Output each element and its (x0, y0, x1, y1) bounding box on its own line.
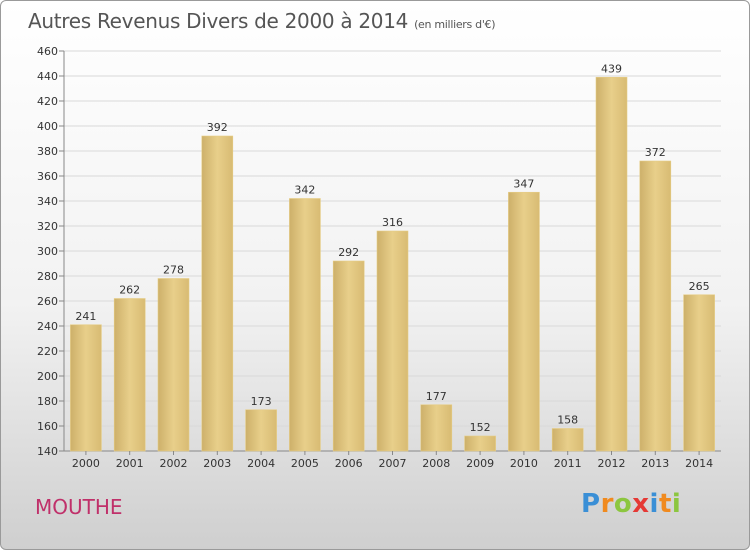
y-tick-label: 160 (37, 420, 58, 433)
x-tick-label: 2006 (335, 457, 363, 470)
y-tick-label: 180 (37, 395, 58, 408)
logo-letter: i (649, 489, 659, 519)
y-tick-label: 440 (37, 70, 58, 83)
data-label: 392 (207, 121, 228, 134)
bar (595, 76, 628, 452)
bar (332, 260, 365, 452)
y-tick-label: 380 (37, 145, 58, 158)
x-tick-label: 2000 (72, 457, 100, 470)
bar (420, 404, 453, 452)
location-label: MOUTHE (35, 495, 123, 519)
chart-title: Autres Revenus Divers de 2000 à 2014 (en … (28, 9, 496, 33)
x-tick-label: 2003 (203, 457, 231, 470)
x-tick-label: 2013 (641, 457, 669, 470)
title-text: Autres Revenus Divers de 2000 à 2014 (28, 9, 409, 33)
y-tick-label: 340 (37, 195, 58, 208)
data-label: 439 (601, 62, 622, 75)
y-tick-label: 200 (37, 370, 58, 383)
y-tick-label: 460 (37, 45, 58, 58)
bar (376, 230, 409, 452)
proxiti-logo: Proxiti (581, 489, 681, 519)
logo-letter: o (613, 489, 633, 519)
x-tick-label: 2002 (160, 457, 188, 470)
x-tick-label: 2004 (247, 457, 275, 470)
x-tick-label: 2005 (291, 457, 319, 470)
data-label: 152 (470, 421, 491, 434)
bar (639, 160, 672, 452)
x-tick-label: 2011 (554, 457, 582, 470)
bar (551, 428, 584, 452)
title-unit: (en milliers d'€) (414, 18, 496, 31)
y-tick-label: 360 (37, 170, 58, 183)
data-label: 316 (382, 216, 403, 229)
x-tick-label: 2010 (510, 457, 538, 470)
y-tick-label: 420 (37, 95, 58, 108)
logo-letter: r (600, 489, 614, 519)
y-tick-label: 280 (37, 270, 58, 283)
y-tick-label: 140 (37, 445, 58, 458)
data-label: 292 (338, 246, 359, 259)
bar (289, 198, 321, 452)
logo-letter: i (671, 489, 682, 519)
x-tick-label: 2001 (116, 457, 144, 470)
data-label: 372 (645, 146, 666, 159)
logo-letter: P (581, 489, 601, 519)
x-tick-label: 2014 (685, 457, 713, 470)
y-tick-label: 300 (37, 245, 58, 258)
x-tick-label: 2007 (379, 457, 407, 470)
data-label: 158 (557, 414, 578, 427)
logo-letter: t (658, 489, 672, 519)
data-label: 262 (119, 284, 140, 297)
data-label: 342 (294, 184, 315, 197)
bar (157, 278, 190, 452)
y-tick-label: 240 (37, 320, 58, 333)
bar (245, 409, 277, 452)
bar (113, 298, 146, 452)
x-tick-label: 2012 (598, 457, 626, 470)
data-label: 278 (163, 264, 184, 277)
y-tick-label: 260 (37, 295, 58, 308)
x-tick-label: 2008 (422, 457, 450, 470)
y-tick-label: 220 (37, 345, 58, 358)
x-tick-label: 2009 (466, 457, 494, 470)
logo-letter: x (632, 489, 650, 519)
bar (464, 435, 496, 452)
data-label: 241 (75, 310, 96, 323)
y-tick-label: 320 (37, 220, 58, 233)
data-label: 265 (689, 280, 710, 293)
data-label: 173 (251, 395, 272, 408)
bar (508, 191, 540, 452)
bar (201, 135, 234, 452)
data-label: 177 (426, 390, 447, 403)
data-label: 347 (513, 177, 534, 190)
bar (70, 324, 102, 452)
bar (683, 294, 715, 452)
y-tick-label: 400 (37, 120, 58, 133)
